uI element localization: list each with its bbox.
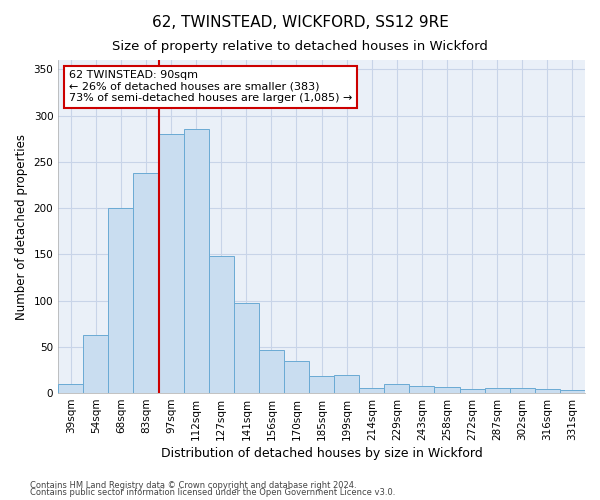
Bar (309, 376, 334, 393)
Text: 62 TWINSTEAD: 90sqm
← 26% of detached houses are smaller (383)
73% of semi-detac: 62 TWINSTEAD: 90sqm ← 26% of detached ho… (69, 70, 352, 103)
Bar (560, 390, 585, 393)
Text: Contains public sector information licensed under the Open Government Licence v3: Contains public sector information licen… (30, 488, 395, 497)
Bar (284, 360, 309, 393)
Bar (58, 384, 83, 393)
Bar (259, 350, 284, 393)
Bar (434, 386, 460, 393)
Text: 62, TWINSTEAD, WICKFORD, SS12 9RE: 62, TWINSTEAD, WICKFORD, SS12 9RE (152, 15, 448, 30)
Text: Contains HM Land Registry data © Crown copyright and database right 2024.: Contains HM Land Registry data © Crown c… (30, 480, 356, 490)
Bar (83, 335, 109, 393)
Bar (209, 256, 234, 393)
Bar (510, 388, 535, 393)
Bar (535, 390, 560, 393)
Text: Size of property relative to detached houses in Wickford: Size of property relative to detached ho… (112, 40, 488, 53)
Bar (334, 376, 359, 393)
Bar (109, 208, 133, 393)
Bar (133, 173, 158, 393)
Bar (359, 388, 385, 393)
Bar (409, 386, 434, 393)
Y-axis label: Number of detached properties: Number of detached properties (15, 134, 28, 320)
Bar (460, 390, 485, 393)
Bar (234, 304, 259, 393)
Bar (385, 384, 409, 393)
X-axis label: Distribution of detached houses by size in Wickford: Distribution of detached houses by size … (161, 447, 482, 460)
Bar (184, 130, 209, 393)
Bar (485, 388, 510, 393)
Bar (158, 134, 184, 393)
